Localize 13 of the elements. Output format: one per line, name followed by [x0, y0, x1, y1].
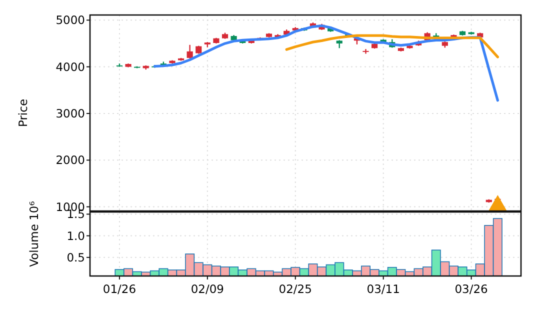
y-tick-label: 1.0: [66, 228, 85, 243]
x-tick-label: 03/11: [366, 282, 400, 296]
y-axis-title: Price: [16, 98, 30, 128]
x-tick-label: 01/26: [102, 282, 136, 296]
y-axis-title: Volume 10⁶: [27, 200, 41, 267]
x-tick-label: 02/09: [190, 282, 224, 296]
x-tick-label: 02/25: [278, 282, 312, 296]
x-tick-label: 03/26: [454, 282, 488, 296]
y-tick-label: 0.5: [66, 250, 85, 264]
y-tick-label: 3000: [56, 106, 85, 120]
y-tick-label: 5000: [56, 13, 85, 28]
y-tick-label: 2000: [56, 153, 85, 168]
y-tick-label: 4000: [56, 60, 85, 74]
